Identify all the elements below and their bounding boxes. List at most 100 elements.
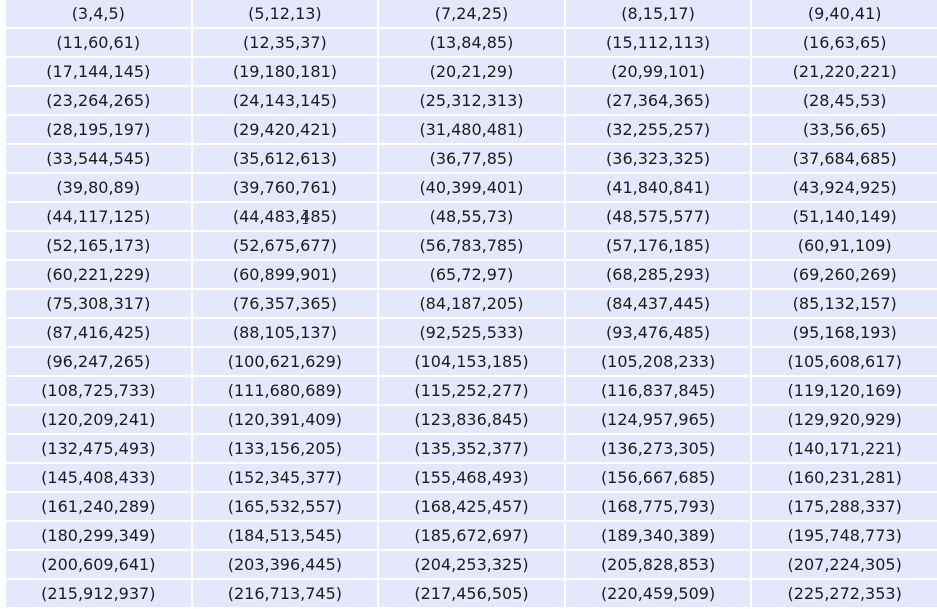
triple-cell: (20,21,29) (379, 58, 564, 85)
triple-cell: (20,99,101) (565, 58, 751, 85)
triple-cell: (28,45,53) (752, 87, 937, 114)
table-row: (87,416,425) (88,105,137) (92,525,533) (93,… (6, 319, 937, 346)
table-row: (200,609,641) (203,396,445) (204,253,325)(… (6, 551, 937, 578)
table-row: (52,165,173) (52,675,677) (56,783,785) (57,… (6, 232, 937, 259)
triple-cell: (60,899,901) (192, 261, 378, 288)
triple-cell: (43,924,925) (752, 174, 937, 201)
triple-cell: (88,105,137) (192, 319, 378, 346)
triple-cell: (7,24,25) (379, 0, 564, 27)
triple-cell: (48,55,73) (379, 203, 564, 230)
triple-cell: (120,209,241) (6, 406, 191, 433)
triple-cell: (160,231,281) (752, 464, 937, 491)
triple-cell: (36,77,85) (379, 145, 564, 172)
triple-cell: (203,396,445) (192, 551, 378, 578)
table-row: (96,247,265) (100,621,629) (104,153,185) (1… (6, 348, 937, 375)
triple-cell: (175,288,337) (752, 493, 937, 520)
triple-cell: (11,60,61) (6, 29, 191, 56)
triple-cell: (51,140,149) (752, 203, 937, 230)
triple-cell: (44,483,485) (192, 203, 378, 230)
triple-cell: (3,4,5) (6, 0, 191, 27)
triple-cell: (12,35,37) (192, 29, 378, 56)
table-row: (215,912,937) (216,713,745) (217,456,505)(… (6, 580, 937, 607)
triple-cell: (23,264,265) (6, 87, 191, 114)
table-row: (108,725,733) (111,680,689) (115,252,277)(… (6, 377, 937, 404)
table-body: (3,4,5) (5,12,13) (7,24,25) (8,15,17) (9,40,… (6, 0, 937, 607)
triple-cell: (217,456,505) (379, 580, 564, 607)
triple-cell: (123,836,845) (379, 406, 564, 433)
triple-cell: (205,828,853) (565, 551, 751, 578)
triple-cell: (76,357,365) (192, 290, 378, 317)
triple-cell: (36,323,325) (565, 145, 751, 172)
table-row: (17,144,145) (19,180,181) (20,21,29) (20,99… (6, 58, 937, 85)
table-row: (60,221,229) (60,899,901) (65,72,97) (68,28… (6, 261, 937, 288)
triple-cell: (85,132,157) (752, 290, 937, 317)
triple-cell: (84,187,205) (379, 290, 564, 317)
triple-cell: (105,208,233) (565, 348, 751, 375)
pythagorean-triples-table: (3,4,5) (5,12,13) (7,24,25) (8,15,17) (9,40,… (4, 0, 937, 609)
table-row: (75,308,317) (76,357,365) (84,187,205) (84,… (6, 290, 937, 317)
triple-cell: (105,608,617) (752, 348, 937, 375)
triple-cell: (87,416,425) (6, 319, 191, 346)
triple-cell: (216,713,745) (192, 580, 378, 607)
triple-cell: (96,247,265) (6, 348, 191, 375)
triple-cell: (129,920,929) (752, 406, 937, 433)
triple-cell: (31,480,481) (379, 116, 564, 143)
triple-cell: (119,120,169) (752, 377, 937, 404)
table-row: (39,80,89) (39,760,761) (40,399,401) (41,84… (6, 174, 937, 201)
triple-cell: (40,399,401) (379, 174, 564, 201)
triple-cell: (195,748,773) (752, 522, 937, 549)
triple-cell: (75,308,317) (6, 290, 191, 317)
table-row: (33,544,545) (35,612,613) (36,77,85) (36,32… (6, 145, 937, 172)
triple-cell: (9,40,41) (752, 0, 937, 27)
triple-cell: (28,195,197) (6, 116, 191, 143)
triple-cell: (60,91,109) (752, 232, 937, 259)
triple-cell: (84,437,445) (565, 290, 751, 317)
triple-cell: (48,575,577) (565, 203, 751, 230)
triple-cell: (136,273,305) (565, 435, 751, 462)
triple-cell: (120,391,409) (192, 406, 378, 433)
table-row: (23,264,265) (24,143,145) (25,312,313) (27,… (6, 87, 937, 114)
triple-cell: (225,272,353) (752, 580, 937, 607)
table-row: (145,408,433) (152,345,377) (155,468,493)(… (6, 464, 937, 491)
triple-cell: (44,117,125) (6, 203, 191, 230)
triple-cell: (39,760,761) (192, 174, 378, 201)
table-row: (44,117,125) (44,483,485) (48,55,73) (48,57… (6, 203, 937, 230)
triple-cell: (41,840,841) (565, 174, 751, 201)
triple-cell: (32,255,257) (565, 116, 751, 143)
triple-cell: (115,252,277) (379, 377, 564, 404)
triple-cell: (133,156,205) (192, 435, 378, 462)
triple-cell: (104,153,185) (379, 348, 564, 375)
triple-cell: (68,285,293) (565, 261, 751, 288)
triple-cell: (52,165,173) (6, 232, 191, 259)
triple-cell: (69,260,269) (752, 261, 937, 288)
triple-cell: (204,253,325) (379, 551, 564, 578)
triple-cell: (111,680,689) (192, 377, 378, 404)
triple-cell: (168,425,457) (379, 493, 564, 520)
table-row: (132,475,493) (133,156,205) (135,352,377)(… (6, 435, 937, 462)
triple-cell: (220,459,509) (565, 580, 751, 607)
triple-cell: (16,63,65) (752, 29, 937, 56)
triple-cell: (29,420,421) (192, 116, 378, 143)
triple-cell: (15,112,113) (565, 29, 751, 56)
triple-cell: (93,476,485) (565, 319, 751, 346)
triple-cell: (60,221,229) (6, 261, 191, 288)
triple-cell: (8,15,17) (565, 0, 751, 27)
triple-cell: (116,837,845) (565, 377, 751, 404)
triple-cell: (24,143,145) (192, 87, 378, 114)
table-row: (180,299,349) (184,513,545) (185,672,697)(… (6, 522, 937, 549)
triple-cell: (33,544,545) (6, 145, 191, 172)
triple-cell: (95,168,193) (752, 319, 937, 346)
triple-cell: (180,299,349) (6, 522, 191, 549)
triple-cell: (184,513,545) (192, 522, 378, 549)
table-row: (120,209,241) (120,391,409) (123,836,845) (… (6, 406, 937, 433)
triple-cell: (65,72,97) (379, 261, 564, 288)
triple-cell: (39,80,89) (6, 174, 191, 201)
triple-cell: (13,84,85) (379, 29, 564, 56)
triple-cell: (145,408,433) (6, 464, 191, 491)
triple-cell: (37,684,685) (752, 145, 937, 172)
triple-cell: (168,775,793) (565, 493, 751, 520)
table-row: (11,60,61) (12,35,37) (13,84,85) (15,112,11… (6, 29, 937, 56)
triple-cell: (52,675,677) (192, 232, 378, 259)
triple-cell: (33,56,65) (752, 116, 937, 143)
triple-cell: (156,667,685) (565, 464, 751, 491)
